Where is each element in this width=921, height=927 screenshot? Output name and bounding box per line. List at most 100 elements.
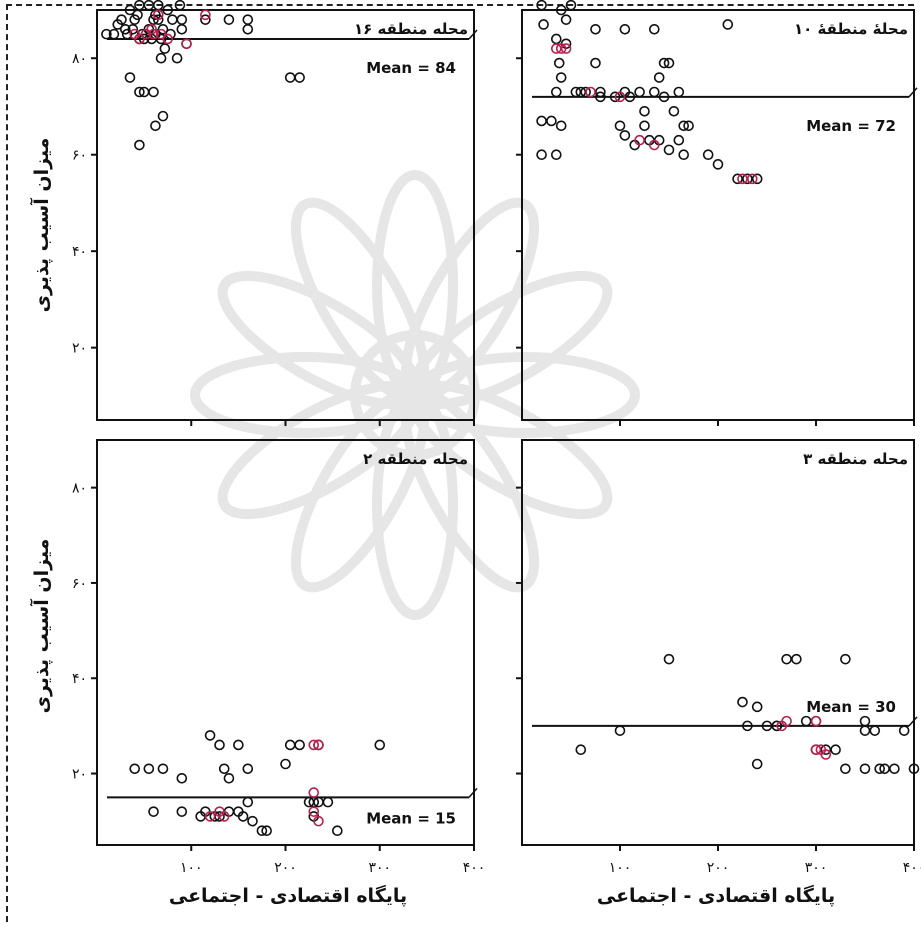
scatter-panel-3: ۲۰ ۴۰ ۶۰ ۸۰ ۱۰۰ ۲۰۰ ۳۰۰ ۴۰۰ Mean = 15 محله منطقه … [72, 439, 486, 876]
data-point [751, 758, 763, 770]
data-point [791, 653, 802, 665]
data-point [840, 763, 851, 775]
scatter-panel-2: Mean = 72 محلهٔ منطقهٔ ۱۰ [516, 0, 918, 426]
data-point [150, 120, 161, 132]
data-point [237, 811, 249, 822]
data-point [702, 149, 714, 161]
data-point-highlight [313, 815, 324, 827]
data-point [751, 701, 763, 713]
data-point [174, 0, 186, 11]
data-point [242, 23, 254, 35]
mean-label: Mean = 30 [806, 698, 896, 716]
data-point [322, 796, 334, 808]
data-point [575, 744, 587, 756]
x-tick-label: ۴۰۰ [463, 860, 486, 876]
data-point [124, 4, 136, 16]
data-point [134, 86, 145, 98]
data-point [580, 86, 592, 98]
data-point [639, 120, 650, 132]
data-point [261, 825, 272, 837]
data-point [152, 0, 164, 11]
data-point [536, 149, 547, 161]
data-point [898, 725, 910, 736]
mean-line-tail [468, 787, 478, 798]
watermark-emblem [190, 170, 640, 620]
data-point [658, 57, 670, 69]
data-point [653, 72, 665, 83]
data-point [550, 86, 562, 98]
data-point [889, 763, 900, 775]
data-point [751, 173, 763, 185]
data-point [614, 120, 626, 132]
data-point [712, 159, 724, 170]
data-point-highlight [148, 28, 159, 40]
y-tick-label: ۶۰ [72, 148, 87, 164]
data-point-highlight [781, 715, 792, 727]
data-point [176, 23, 188, 35]
data-point [673, 134, 685, 146]
data-point [124, 72, 136, 83]
data-point-highlight [152, 9, 164, 21]
data-point [284, 739, 296, 751]
data-point [614, 725, 626, 736]
data-point [648, 86, 660, 98]
scatter-panel-4: ۱۰۰ ۲۰۰ ۳۰۰ ۴۰۰ Mean = 30 محله منطقه ۳ [516, 439, 921, 876]
data-point [204, 730, 216, 741]
data-point [595, 91, 606, 103]
data-point [374, 739, 386, 751]
data-point-highlight [308, 739, 320, 751]
data-point [233, 739, 244, 751]
data-point [148, 86, 159, 98]
y-tick-label: ۸۰ [72, 51, 87, 67]
data-point [859, 725, 871, 736]
data-point [555, 120, 567, 132]
data-point [683, 120, 694, 132]
x-tick-label: ۱۰۰ [609, 860, 632, 876]
data-point [538, 19, 549, 30]
data-point [155, 52, 167, 64]
data-point [874, 763, 886, 775]
data-point [157, 110, 169, 122]
data-point-highlight [810, 715, 822, 727]
x-tick-label: ۳۰۰ [368, 860, 391, 876]
data-point [129, 763, 140, 775]
data-point [800, 715, 812, 727]
y-tick-label: ۲۰ [72, 341, 87, 357]
scatter-panel-1: ۲۰ ۴۰ ۶۰ ۸۰ Mean = 84 محله منطقه ۱۶ [72, 0, 478, 426]
data-point [218, 763, 230, 775]
data-point [134, 0, 145, 11]
data-point [256, 825, 268, 837]
data-point-highlight [218, 811, 230, 822]
data-point-highlight [585, 86, 596, 98]
data-point [176, 772, 188, 784]
data-point [771, 720, 783, 732]
data-point [171, 52, 183, 64]
data-point-highlight [146, 23, 157, 35]
data-point [157, 763, 169, 775]
data-point-highlight [820, 749, 832, 760]
data-point [242, 796, 254, 808]
plot-area [96, 439, 475, 846]
data-point-highlight [181, 38, 192, 50]
data-point [200, 14, 211, 25]
mean-label: Mean = 72 [806, 117, 896, 135]
mean-label: Mean = 15 [366, 809, 456, 827]
x-tick-label: ۲۰۰ [707, 860, 730, 876]
y-tick-label: ۴۰ [72, 671, 87, 687]
plot-area [521, 439, 915, 846]
data-point [830, 744, 841, 756]
data-point [132, 9, 143, 21]
data-point [732, 173, 743, 185]
data-point [663, 653, 675, 665]
data-point [294, 72, 305, 83]
mean-label: Mean = 84 [366, 59, 456, 77]
data-point-highlight [560, 43, 572, 54]
data-point [242, 14, 254, 25]
data-point [280, 758, 291, 770]
panel-title: محله منطقه ۲ [363, 450, 468, 468]
panel-title: محلهٔ منطقهٔ ۱۰ [794, 20, 908, 38]
data-point [859, 715, 871, 727]
x-axis-label-right: پایگاه اقتصادی - اجتماعی [597, 884, 835, 907]
data-point-highlight [313, 739, 324, 751]
